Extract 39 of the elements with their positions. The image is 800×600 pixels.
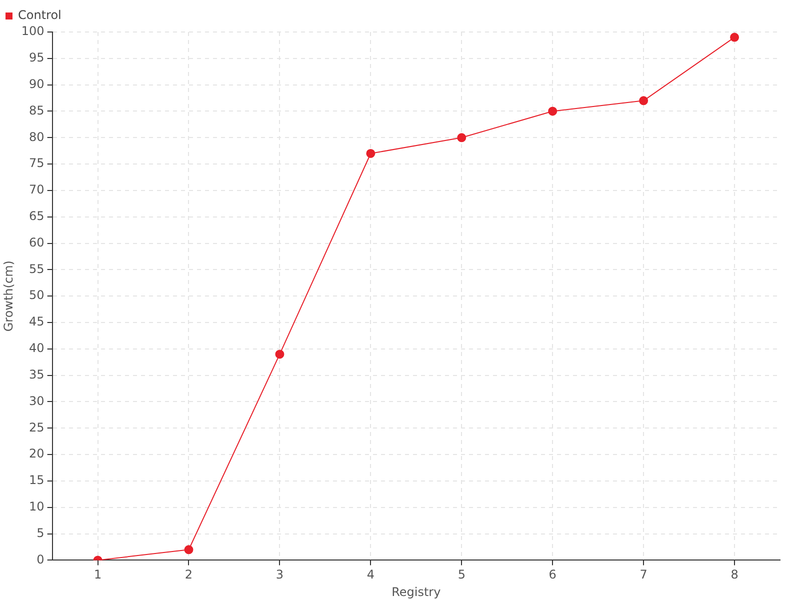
point [184,545,194,554]
y-tick-label: 90 [29,76,44,91]
x-axis-title: Registry [392,584,441,599]
x-tick-label: 6 [548,568,556,582]
x-tick-label: 1 [94,568,102,582]
legend-label: Control [18,8,62,22]
point [639,96,648,106]
y-tick-label: 45 [29,314,44,329]
y-tick-label: 65 [29,208,44,223]
y-tick-label: 85 [29,103,44,118]
y-tick-label: 50 [29,288,44,302]
y-tick-label: 40 [29,341,44,356]
y-tick-label: 60 [29,235,44,250]
point [730,32,740,42]
x-tick-label: 5 [458,568,466,582]
point [366,148,376,158]
point [457,133,466,142]
y-tick-label: 10 [29,500,44,514]
y-tick-label: 5 [36,526,44,540]
y-tick-label: 15 [29,473,44,488]
y-axis-title: Growth(cm) [1,260,16,332]
y-tick-label: 95 [29,50,44,65]
x-tick-label: 8 [730,568,738,582]
x-tick-label: 4 [366,568,374,582]
y-tick-label: 35 [29,367,44,382]
y-tick-label: 70 [29,182,44,197]
y-tick-label: 80 [29,130,44,144]
y-tick-label: 20 [29,446,44,461]
point [548,106,558,116]
y-tick-label: 30 [29,394,44,408]
y-tick-label: 75 [29,156,44,170]
y-tick-label: 55 [29,262,44,276]
y-tick-label: 0 [36,552,44,566]
x-tick-label: 3 [276,568,284,582]
y-tick-label: 25 [29,420,44,434]
x-tick-label: 2 [184,568,193,582]
x-tick-label: 7 [640,568,648,582]
y-tick-label: 100 [21,24,44,38]
point [275,350,284,359]
